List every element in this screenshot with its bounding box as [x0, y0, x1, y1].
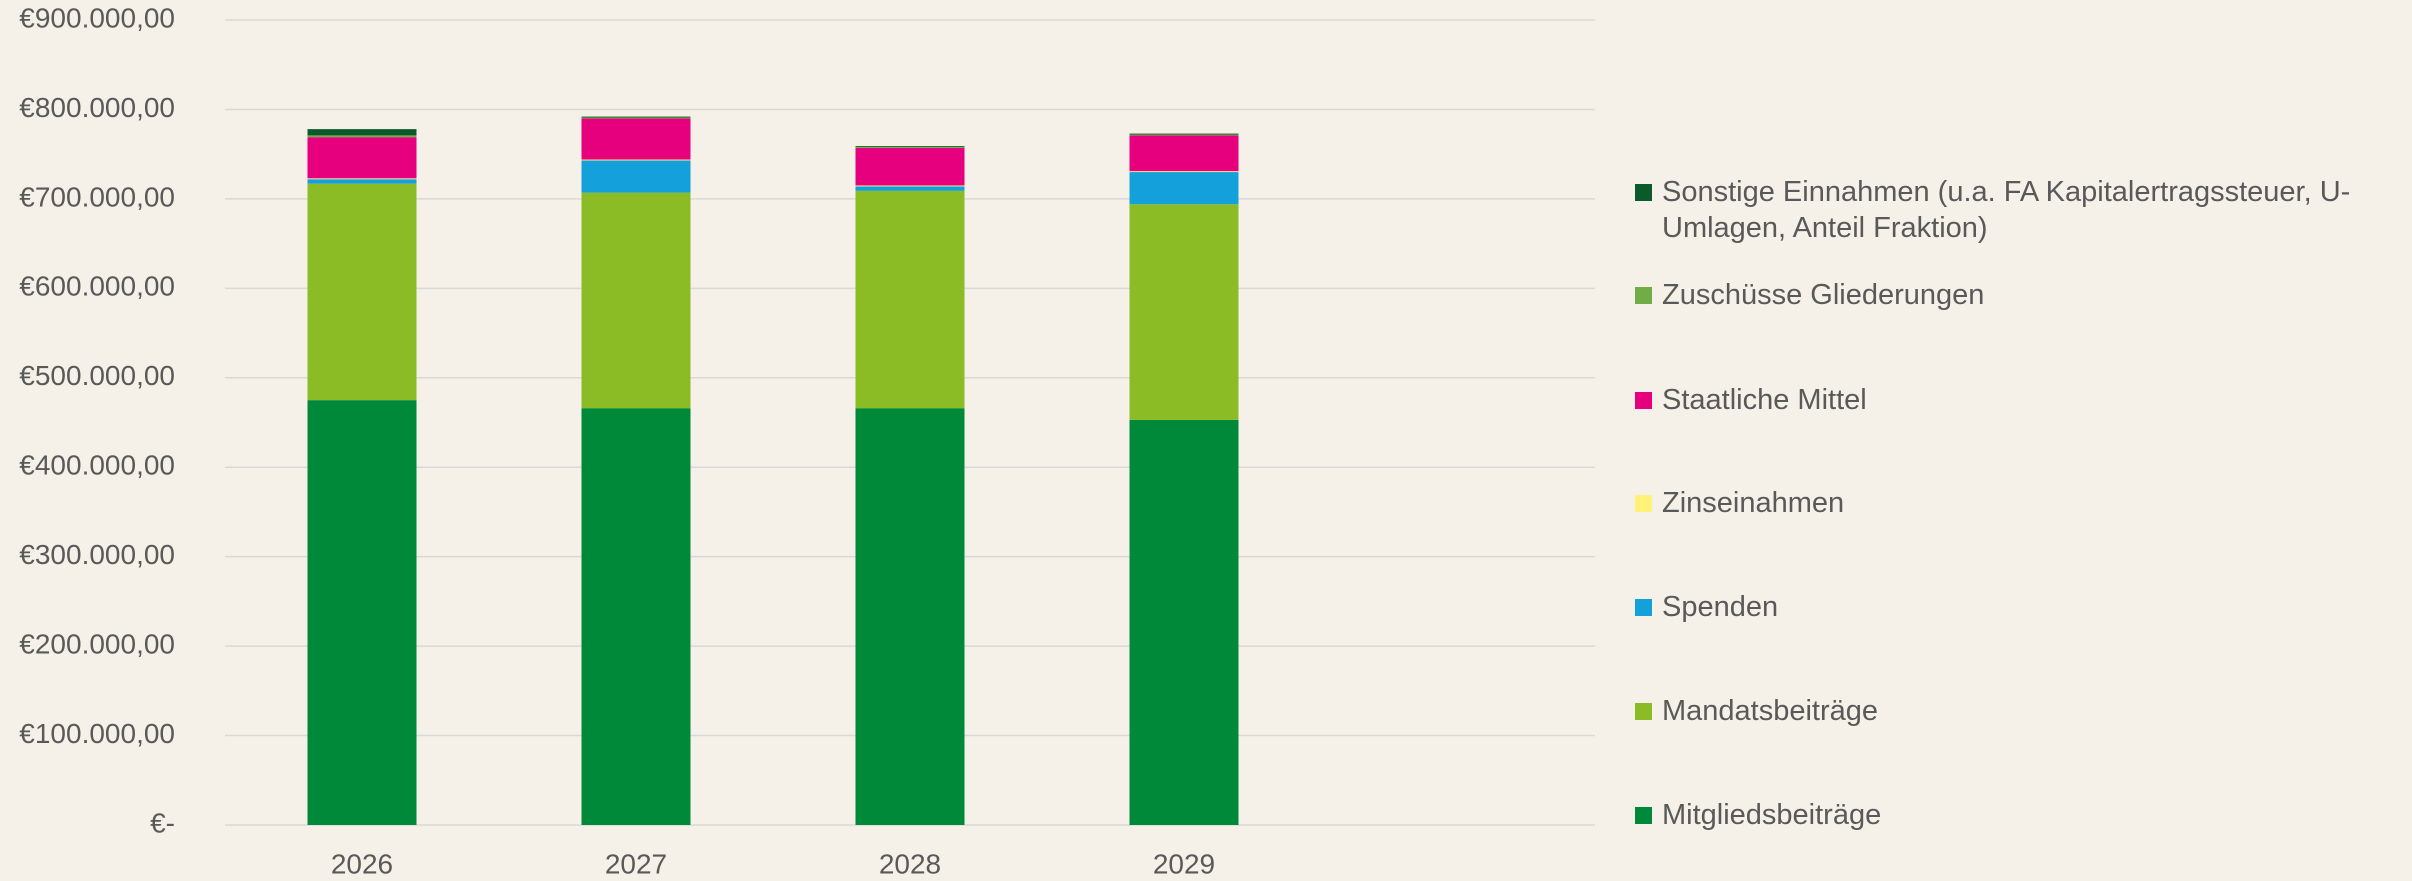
legend-item: Mitgliedsbeiträge: [1633, 797, 2403, 833]
bar-segment: [581, 117, 691, 119]
legend-swatch: [1635, 184, 1652, 201]
bar-segment: [307, 179, 417, 184]
y-tick-label: €700.000,00: [19, 181, 175, 212]
legend-item: Sonstige Einnahmen (u.a. FA Kapitalertra…: [1633, 174, 2403, 246]
bar-segment: [855, 186, 965, 191]
y-tick-label: €300.000,00: [19, 539, 175, 570]
bar-segment: [1129, 419, 1239, 825]
legend-label: Sonstige Einnahmen (u.a. FA Kapitalertra…: [1662, 176, 2351, 244]
bar-segment: [307, 183, 417, 401]
legend-swatch: [1635, 599, 1652, 616]
x-tick-label: 2029: [1153, 848, 1215, 879]
bar-segment: [855, 185, 965, 187]
bar-segment: [1129, 133, 1239, 135]
legend-swatch: [1635, 703, 1652, 720]
bar-segment: [1129, 134, 1239, 136]
bar-segment: [1129, 172, 1239, 205]
legend-swatch: [1635, 807, 1652, 824]
bar-segment: [855, 190, 965, 409]
bar-segment: [581, 408, 691, 825]
y-tick-label: €600.000,00: [19, 271, 175, 302]
bar-segment: [1129, 204, 1239, 420]
x-tick-label: 2028: [879, 848, 941, 879]
legend-item: Zuschüsse Gliederungen: [1633, 277, 2403, 313]
legend-item: Staatliche Mittel: [1633, 382, 2403, 418]
legend-swatch: [1635, 287, 1652, 304]
bar-segment: [1129, 135, 1239, 172]
bar-segment: [581, 192, 691, 409]
x-tick-label: 2027: [605, 848, 667, 879]
x-tick-label: 2026: [331, 848, 393, 879]
y-tick-label: €200.000,00: [19, 629, 175, 660]
legend-label: Zinseinahmen: [1662, 487, 1845, 519]
y-tick-label: €100.000,00: [19, 718, 175, 749]
bar-segment: [855, 147, 965, 148]
bar-segment: [855, 408, 965, 825]
bar-segment: [855, 147, 965, 186]
bar-segment: [855, 146, 965, 148]
legend-swatch: [1635, 495, 1652, 512]
bar-segment: [581, 160, 691, 193]
bar-segment: [581, 116, 691, 118]
legend-swatch: [1635, 392, 1652, 409]
bar-segment: [581, 118, 691, 160]
bar-segment: [1129, 171, 1239, 173]
bar-segment: [307, 178, 417, 180]
legend-item: Spenden: [1633, 589, 2403, 625]
legend-label: Zuschüsse Gliederungen: [1662, 279, 1985, 311]
legend-label: Mandatsbeiträge: [1662, 695, 1879, 727]
bar-segment: [307, 400, 417, 825]
legend-label: Mitgliedsbeiträge: [1662, 799, 1882, 831]
legend-item: Zinseinahmen: [1633, 485, 2403, 521]
y-tick-label: €500.000,00: [19, 360, 175, 391]
y-tick-label: €400.000,00: [19, 450, 175, 481]
y-tick-label: €900.000,00: [19, 2, 175, 33]
legend-label: Spenden: [1662, 591, 1779, 623]
y-tick-label: €800.000,00: [19, 92, 175, 123]
legend-item: Mandatsbeiträge: [1633, 693, 2403, 729]
y-tick-label: €-: [150, 807, 175, 838]
bar-segment: [307, 137, 417, 179]
legend-label: Staatliche Mittel: [1662, 384, 1867, 416]
bar-segment: [307, 135, 417, 138]
bar-segment: [581, 159, 691, 161]
bar-segment: [307, 129, 417, 136]
